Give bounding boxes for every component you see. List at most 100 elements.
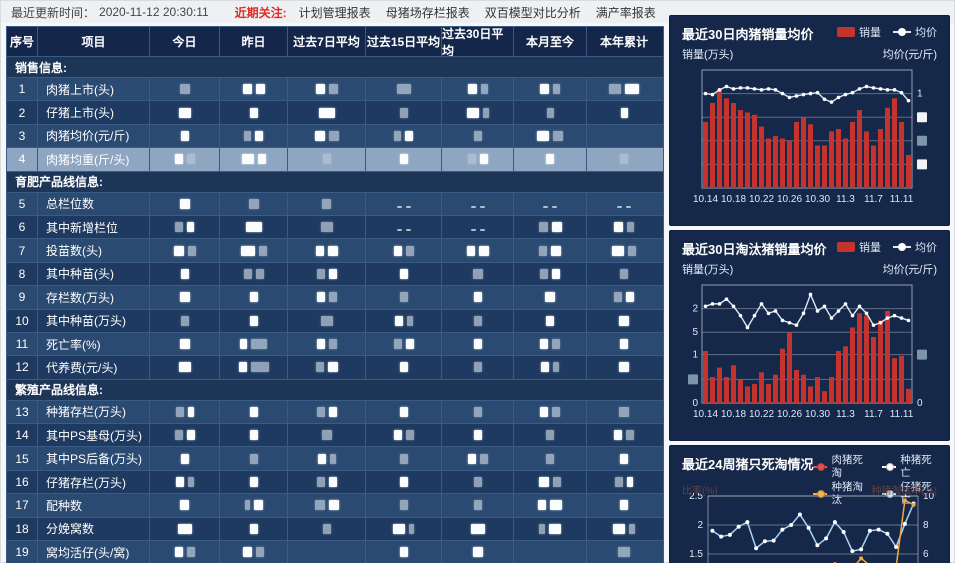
menu-link-4[interactable]: 满产率报表 <box>595 5 656 20</box>
table-cell <box>366 262 442 286</box>
line-dot <box>787 95 792 100</box>
line-dot <box>829 316 834 320</box>
row-number: 14 <box>7 424 38 447</box>
dot-line-swatch-icon <box>813 463 828 472</box>
row-number: 2 <box>7 101 38 124</box>
svg-text:1.5: 1.5 <box>689 549 703 560</box>
bar <box>906 154 911 188</box>
redacted-value <box>394 315 403 326</box>
redacted-value <box>399 292 408 303</box>
table-cell <box>220 424 288 447</box>
bar <box>857 313 862 403</box>
table-row[interactable]: 1 肉猪上市(头) <box>7 78 663 102</box>
legend-item[interactable]: 种猪死亡 <box>882 454 937 480</box>
redacted-value <box>546 154 554 165</box>
column-header: 本年累计 <box>599 35 648 49</box>
table-row[interactable]: 3 肉猪均价(元/斤) <box>7 124 663 149</box>
redacted-value <box>399 477 408 488</box>
table-row[interactable]: 12 代养费(元/头) <box>7 356 663 380</box>
menu-link-1[interactable]: 计划管理报表 <box>298 5 371 20</box>
row-label: 仔猪上市(头) <box>38 101 150 124</box>
table-row[interactable]: 9 存栏数(万头) <box>7 286 663 310</box>
legend-item[interactable]: 肉猪死淘 <box>813 454 868 480</box>
table-row[interactable]: 8 其中种苗(头) <box>7 262 663 287</box>
table-row[interactable]: 11 死亡率(%) <box>7 332 663 357</box>
table-cell <box>442 494 514 517</box>
svg-text:8: 8 <box>923 520 929 531</box>
redacted-value <box>316 339 325 350</box>
legend-item[interactable]: 均价 <box>893 24 937 40</box>
table-row[interactable]: 16 仔猪存栏(万头) <box>7 470 663 495</box>
redacted-axis-tick <box>917 112 927 123</box>
menu-link-3[interactable]: 双百模型对比分析 <box>484 5 581 20</box>
line-dot <box>724 297 729 301</box>
legend-label: 种猪淘汰 <box>831 481 863 506</box>
redacted-value <box>546 107 554 118</box>
table-cell <box>366 494 442 517</box>
no-data-dashes <box>541 197 559 211</box>
table-row[interactable]: 14 其中PS基母(万头) <box>7 424 663 448</box>
table-row[interactable]: 4 肉猪均重(斤/头) <box>7 148 663 172</box>
chart-legend: 销量 均价 <box>837 239 937 255</box>
redacted-axis-tick <box>917 349 927 360</box>
table-row[interactable]: 13 种猪存栏(万头) <box>7 400 663 425</box>
redacted-value <box>546 453 554 464</box>
axis-tick-label: 1 <box>917 89 923 100</box>
table-cell <box>514 400 587 424</box>
legend-item[interactable]: 均价 <box>893 239 937 255</box>
redacted-value <box>245 222 262 233</box>
legend-item[interactable]: 种猪淘汰 <box>813 481 868 507</box>
row-label: 窝均活仔(头/窝) <box>38 541 150 563</box>
line-dot <box>731 87 736 91</box>
legend-item[interactable]: 销量 <box>837 24 881 40</box>
column-header: 今日 <box>150 27 220 56</box>
line-dot <box>906 98 911 103</box>
table-cell <box>366 101 442 124</box>
legend-item[interactable]: 销量 <box>837 239 881 255</box>
line-dot <box>703 91 708 96</box>
redacted-value <box>405 430 414 441</box>
bar <box>717 88 722 188</box>
redacted-value <box>320 315 333 326</box>
recent-focus-label: 近期关注: <box>234 5 287 20</box>
redacted-value <box>613 523 625 534</box>
line-dot <box>736 524 741 529</box>
table-cell <box>366 239 442 262</box>
bar <box>850 327 855 403</box>
table-cell <box>587 333 661 355</box>
redacted-value <box>328 500 339 511</box>
table-cell <box>288 356 366 379</box>
table-cell <box>220 541 288 563</box>
table-row[interactable]: 18 分娩窝数 <box>7 517 663 542</box>
table-row[interactable]: 7 投苗数(头) <box>7 239 663 263</box>
column-header: 项目 <box>38 27 150 56</box>
menu-link-2[interactable]: 母猪场存栏报表 <box>385 5 470 20</box>
table-cell <box>587 471 661 493</box>
column-header: 过去7日平均 <box>288 27 366 56</box>
table-row[interactable]: 10 其中种苗(万头) <box>7 309 663 333</box>
table-cell <box>442 215 514 239</box>
table-row[interactable]: 2 仔猪上市(头) <box>7 101 663 125</box>
axis-tick-label: 0 <box>917 398 923 409</box>
bar <box>724 98 729 188</box>
redacted-value <box>249 315 258 326</box>
redacted-value <box>251 339 267 350</box>
table-row[interactable]: 17 配种数 <box>7 494 663 518</box>
table-row[interactable]: 19 窝均活仔(头/窝) <box>7 541 663 563</box>
table-cell <box>366 215 442 239</box>
redacted-value <box>541 362 549 373</box>
redacted-value <box>614 292 622 303</box>
legend-label: 销量 <box>859 27 881 39</box>
bar <box>710 377 715 403</box>
row-number: 10 <box>7 309 38 332</box>
table-row[interactable]: 5 总栏位数 <box>7 192 663 216</box>
redacted-value <box>317 453 326 464</box>
bar <box>801 117 806 188</box>
table-row[interactable]: 15 其中PS后备(万头) <box>7 447 663 471</box>
line-dot <box>824 536 829 541</box>
redacted-value <box>399 406 408 417</box>
table-row[interactable]: 6 其中新增栏位 <box>7 215 663 240</box>
redacted-value <box>187 245 196 256</box>
table-cell <box>220 148 288 171</box>
line-dot <box>724 84 729 89</box>
